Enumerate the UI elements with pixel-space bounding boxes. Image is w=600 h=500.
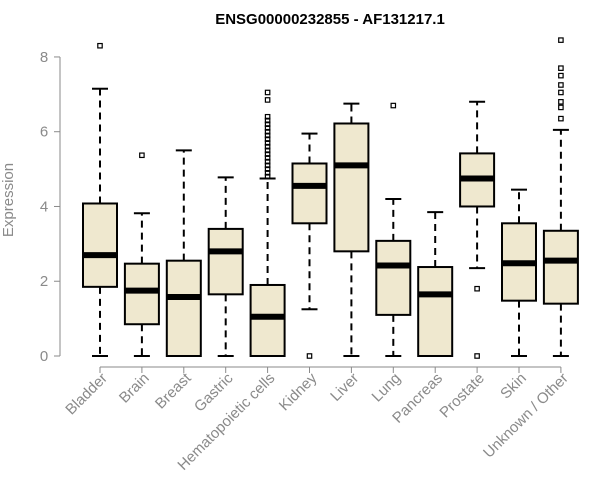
outlier-point	[390, 102, 397, 109]
outlier-point	[558, 104, 564, 111]
iqr-box	[165, 259, 202, 357]
x-tick-label: Kidney	[276, 369, 321, 414]
y-tick-label: 6	[40, 124, 48, 141]
box-kidney	[291, 132, 328, 359]
outlier-point	[558, 65, 564, 71]
iqr-box	[291, 162, 328, 225]
x-tick-label: Brain	[116, 370, 153, 407]
y-axis-label: Expression	[0, 163, 17, 237]
outlier-point	[558, 37, 564, 43]
box-liver	[333, 102, 370, 357]
x-tick-label: Lung	[369, 370, 405, 406]
outlier-point	[264, 166, 271, 172]
outlier-point	[264, 158, 271, 165]
boxes-group	[82, 37, 579, 359]
outlier-point	[264, 113, 271, 120]
outlier-point	[474, 353, 480, 359]
outlier-point	[264, 151, 271, 157]
outlier-point	[474, 285, 480, 292]
box-bladder	[82, 42, 118, 357]
iqr-box	[123, 262, 160, 326]
outlier-point	[97, 42, 103, 49]
outlier-point	[558, 89, 564, 96]
outlier-point	[264, 121, 271, 128]
iqr-box	[249, 283, 286, 358]
outlier-point	[558, 82, 564, 88]
iqr-box	[542, 229, 579, 305]
x-tick-label: Breast	[152, 369, 195, 412]
x-tick-label: Bladder	[62, 370, 111, 419]
box-hematopoietic-cells	[249, 89, 286, 358]
y-axis: 0 2 4 6 8	[40, 49, 61, 365]
outlier-point	[264, 97, 271, 103]
y-tick-label: 4	[40, 198, 48, 215]
box-unknown-other	[542, 37, 579, 357]
box-gastric	[207, 176, 244, 357]
x-tick-label: Prostate	[436, 370, 488, 422]
outlier-point	[306, 353, 313, 359]
outlier-point	[558, 115, 564, 122]
iqr-box	[207, 227, 244, 296]
outlier-point	[264, 143, 271, 150]
y-tick-label: 0	[40, 348, 48, 365]
outlier-point	[264, 147, 271, 154]
outlier-point	[264, 162, 271, 169]
outlier-point	[558, 72, 564, 79]
iqr-box	[82, 202, 118, 288]
iqr-box	[417, 266, 454, 357]
x-tick-label: Skin	[497, 370, 530, 403]
outlier-point	[264, 89, 271, 96]
box-brain	[123, 152, 160, 357]
box-lung	[375, 102, 412, 357]
outlier-point	[264, 136, 271, 142]
outlier-point	[264, 117, 271, 124]
iqr-box	[375, 239, 412, 316]
outlier-point	[264, 132, 271, 139]
y-tick-label: 8	[40, 49, 48, 66]
outlier-point	[264, 125, 271, 131]
x-tick-label: Liver	[327, 370, 362, 405]
box-breast	[165, 149, 202, 357]
chart-title: ENSG00000232855 - AF131217.1	[215, 11, 445, 28]
y-tick-label: 2	[40, 273, 48, 290]
outlier-point	[264, 173, 271, 180]
outlier-point	[264, 170, 271, 176]
box-skin	[501, 188, 537, 357]
outlier-point	[264, 140, 271, 146]
outlier-point	[264, 128, 271, 135]
box-prostate	[459, 100, 496, 359]
box-pancreas	[417, 211, 454, 357]
iqr-box	[333, 122, 370, 253]
outlier-point	[139, 152, 145, 159]
outlier-point	[558, 99, 564, 105]
outlier-point	[264, 155, 271, 161]
